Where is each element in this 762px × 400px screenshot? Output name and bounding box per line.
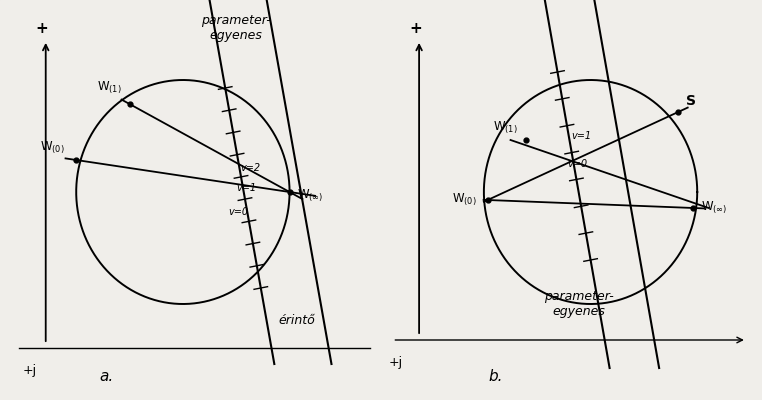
Text: parameter-
egyenes: parameter- egyenes (544, 290, 614, 318)
Text: W$_{(0)}$: W$_{(0)}$ (40, 140, 65, 156)
Text: W$_{(\infty)}$: W$_{(\infty)}$ (297, 188, 324, 204)
Text: W$_{(0)}$: W$_{(0)}$ (452, 192, 476, 208)
Text: érintő: érintő (279, 314, 315, 326)
Text: parameter-
egyenes: parameter- egyenes (201, 14, 271, 42)
Text: W$_{(1)}$: W$_{(1)}$ (98, 80, 122, 96)
Text: W$_{(1)}$: W$_{(1)}$ (494, 120, 518, 136)
Text: +j: +j (389, 356, 403, 369)
Text: v=2: v=2 (240, 163, 260, 173)
Text: v=1: v=1 (572, 131, 591, 141)
Text: v=1: v=1 (236, 183, 256, 193)
Text: v=0: v=0 (568, 159, 588, 169)
Text: b.: b. (488, 369, 503, 384)
Text: v=0: v=0 (229, 207, 248, 217)
Text: S: S (686, 94, 696, 108)
Text: +: + (36, 21, 48, 36)
Text: W$_{(\infty)}$: W$_{(\infty)}$ (701, 200, 728, 216)
Text: a.: a. (100, 369, 114, 384)
Text: +: + (409, 21, 421, 36)
Text: +j: +j (23, 364, 37, 377)
